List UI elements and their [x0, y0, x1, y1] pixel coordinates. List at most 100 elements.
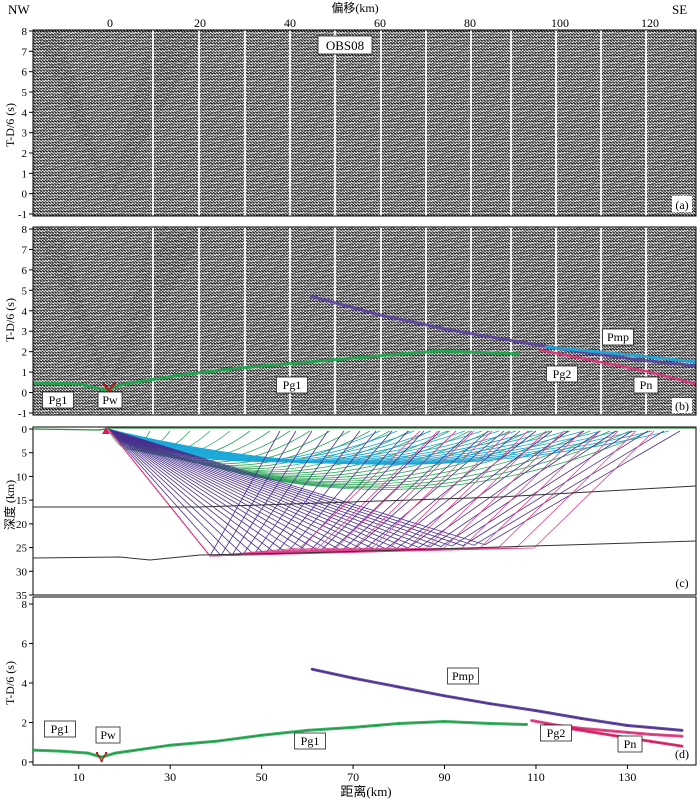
y-tick-label: 25	[16, 543, 28, 555]
data-point-pmp	[310, 667, 314, 671]
trace-gap	[645, 30, 647, 216]
trace-gap	[289, 227, 291, 415]
y-tick-label: 1	[22, 168, 28, 180]
phase-label-box	[42, 391, 74, 409]
trace-gap	[334, 30, 336, 216]
data-point-pg1	[31, 748, 35, 752]
offset-tick-label: 80	[464, 16, 476, 30]
y-tick-label: 4	[22, 306, 28, 318]
data-point-pg2	[681, 735, 684, 738]
y-tick-label: 2	[22, 718, 28, 730]
y-tick-label: 2	[22, 148, 28, 160]
data-point-pg1	[443, 720, 446, 723]
data-point-pg1	[214, 740, 218, 743]
data-point-pw	[95, 751, 99, 755]
trace-gaps	[152, 30, 647, 216]
x-tick-label: 70	[347, 770, 359, 784]
trace-gap	[470, 227, 472, 415]
y-tick-label: -1	[18, 408, 27, 420]
trace-gap	[152, 227, 154, 415]
phase-label-box	[97, 391, 123, 409]
panel-c-yticks: 0 5 10 15 20 25 30 35	[16, 424, 33, 602]
data-point-pg1	[351, 726, 355, 729]
data-point-pmp	[351, 676, 355, 680]
phase-label: Pmp	[607, 330, 629, 344]
y-tick-label: 8	[22, 599, 28, 611]
trace-gap	[198, 227, 200, 415]
data-point-pg1	[525, 723, 529, 726]
data-point-pg1	[168, 744, 172, 747]
y-tick-label: 30	[16, 566, 28, 578]
offset-tick-label: 40	[284, 16, 296, 30]
trace-gap	[645, 227, 647, 415]
offset-tick-label: 120	[641, 16, 659, 30]
y-tick-label: 2	[22, 347, 28, 359]
phase-label: Pn	[640, 378, 653, 392]
y-tick-label: 4	[22, 107, 28, 119]
phase-label: Pn	[624, 737, 637, 751]
ray-path-pn	[107, 428, 655, 557]
moho-line	[32, 540, 697, 561]
trace-gap	[380, 30, 382, 216]
y-tick-label: 20	[16, 519, 28, 531]
data-point-pg1	[306, 729, 309, 732]
pmp-pick-line	[309, 294, 697, 368]
panel-b: Pg1 Pw Pg1 Pg2 Pmp Pn (b) T-D/6 (s) 8 7 6 5 4 3 2 1 0…	[3, 224, 697, 420]
panel-d-xticks: 10 30 50 70 90 110 130	[73, 765, 636, 784]
nw-label: NW	[8, 2, 30, 17]
obs-marker	[102, 427, 110, 434]
y-tick-label: 7	[22, 46, 28, 58]
y-tick-label: 6	[22, 639, 28, 651]
data-point-pg2	[603, 729, 606, 732]
panel-a-ylabel: T-D/6 (s)	[3, 103, 17, 147]
panel-a: OBS08 (a) T-D/6 (s) 8 7 6 5 4 3 2 1 0 -1	[3, 26, 697, 221]
trace-gap	[244, 30, 246, 216]
y-tick-label: 3	[22, 128, 28, 140]
data-point-pg2	[649, 733, 652, 736]
data-point-pmp	[681, 729, 684, 732]
trace-gap	[510, 30, 512, 216]
trace-gap	[600, 227, 602, 415]
phase-label: Pw	[102, 393, 118, 407]
data-point-pg1	[397, 722, 400, 725]
x-tick-label: 110	[527, 770, 545, 784]
trace-gap	[244, 227, 246, 415]
se-label: SE	[672, 2, 687, 17]
data-point-pmp	[626, 724, 629, 727]
phase-label-box	[617, 735, 643, 753]
data-point-pmp	[580, 717, 583, 720]
panel-a-yticks: 8 7 6 5 4 3 2 1 0 -1	[18, 26, 33, 221]
y-tick-label: 3	[22, 326, 28, 338]
data-point-pmp	[397, 685, 400, 689]
trace-gap	[555, 30, 557, 216]
ray-path-pg1	[107, 428, 151, 450]
offset-axis-title: 偏移(km)	[331, 0, 378, 15]
phase-label-box	[44, 720, 76, 738]
phase-label: Pg2	[547, 726, 566, 740]
panel-b-phase-labels: Pg1 Pw Pg1 Pg2 Pmp Pn	[42, 328, 659, 409]
data-point-pw	[100, 759, 103, 763]
phase-label: Pg1	[283, 378, 302, 392]
ray-path-pmp	[107, 428, 665, 546]
ray-path-pmp	[107, 428, 601, 548]
panel-c-tag: (c)	[675, 576, 688, 590]
trace-gap	[425, 227, 427, 415]
trace-gap	[425, 30, 427, 216]
cyan-pick-line	[544, 345, 697, 364]
data-point-pg1	[489, 722, 492, 725]
panel-d-ylabel: T-D/6 (s)	[3, 661, 17, 705]
pn-pick-line	[539, 348, 697, 386]
trace-gaps	[152, 227, 647, 415]
phase-label-box	[276, 376, 308, 394]
phase-label: Pw	[100, 728, 116, 742]
phase-label: Pg1	[51, 722, 70, 736]
data-point-pn	[681, 745, 684, 748]
ray-paths	[107, 428, 681, 557]
pw-pick	[102, 382, 116, 393]
phase-label: Pg1	[301, 734, 320, 748]
panel-d-yticks: 8 6 4 2 0	[22, 599, 33, 769]
offset-axis-ticks: 0 20 40 60 80 100 120	[107, 16, 659, 34]
data-point-pn	[580, 729, 583, 732]
panel-b-ylabel: T-D/6 (s)	[3, 298, 17, 342]
